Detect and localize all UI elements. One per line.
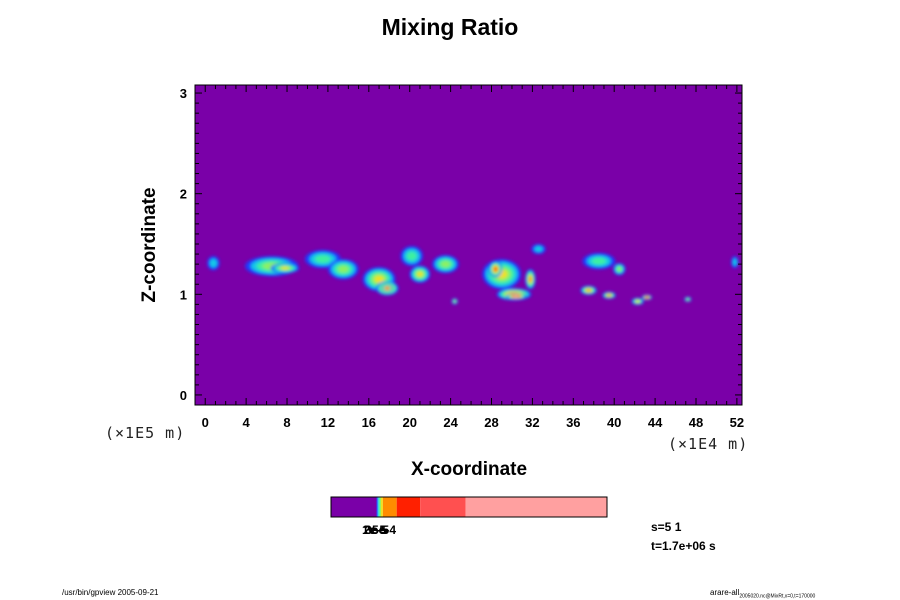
contour-level [686, 298, 690, 301]
contour-cell [613, 263, 626, 276]
contour-level [314, 255, 331, 264]
contour-cell [381, 284, 393, 292]
contour-level [732, 258, 738, 266]
x-tick-label: 40 [607, 415, 621, 430]
contour-cell [731, 256, 739, 269]
contour-cell [409, 265, 431, 283]
time-readout: t=1.7e+06 s [651, 539, 716, 553]
contour-cell [531, 243, 546, 255]
contour-cell [641, 294, 653, 300]
x-axis-label: X-coordinate [410, 459, 528, 480]
contour-cell [684, 296, 692, 302]
colorbar-segment [378, 497, 380, 517]
contour-cell [631, 297, 644, 305]
contour-level [586, 289, 591, 292]
contour-level [534, 245, 543, 253]
contour-level [645, 296, 649, 299]
y-tick-label: 0 [180, 388, 187, 403]
x-tick-label: 12 [321, 415, 335, 430]
x-tick-label: 48 [689, 415, 703, 430]
contour-level [453, 300, 457, 303]
x-unit-label: (×1E4 m) [668, 435, 749, 453]
contour-level [514, 295, 518, 298]
contour-cell [270, 263, 300, 274]
x-tick-label: 20 [402, 415, 416, 430]
colorbar-label: 1e-5 [362, 523, 387, 537]
tick-marks [194, 85, 742, 405]
x-tick-label: 4 [243, 415, 251, 430]
footer-source-main: arare-all [710, 588, 740, 597]
contour-level [280, 266, 290, 270]
footer-source-sub: 2005020.nc@MixRt,x=0,t=170000 [739, 593, 816, 600]
y-axis-label: Z-coordinate [139, 187, 160, 303]
contour-cell [488, 261, 503, 278]
contour-level [494, 267, 498, 271]
x-tick-label: 36 [566, 415, 580, 430]
x-tick-label: 28 [484, 415, 498, 430]
contour-cell [400, 246, 424, 267]
contour-cell [482, 259, 522, 290]
y-tick-label: 1 [180, 287, 187, 302]
footer-source: arare-all2005020.nc@MixRt,x=0,t=170000 [710, 588, 815, 600]
x-tick-label: 32 [525, 415, 539, 430]
x-tick-label: 8 [283, 415, 290, 430]
contour-cell [580, 285, 597, 295]
contour-cell [525, 269, 536, 290]
contour-level [617, 267, 622, 272]
contour-cell [451, 298, 458, 305]
contour-level [374, 275, 384, 283]
colorbar-segment [420, 497, 466, 517]
contour-cell [505, 293, 527, 300]
colorbar-label: 2e-5 [363, 523, 388, 537]
contour-level [607, 294, 611, 297]
contour-level [406, 251, 417, 261]
x-tick-label: 0 [202, 415, 209, 430]
contour-level [528, 276, 532, 282]
chart-title: Mixing Ratio [381, 14, 519, 40]
plot-frame [194, 84, 743, 406]
colorbar-segment [382, 497, 397, 517]
footer-command: /usr/bin/gpview 2005-09-21 [62, 588, 159, 597]
colorbar [330, 496, 608, 518]
colorbar-segment [376, 497, 378, 517]
y-tick-label: 3 [180, 86, 187, 101]
colorbar-label: 3e-5 [365, 523, 390, 537]
contour-level [385, 287, 389, 290]
colorbar-label: 5e-4 [372, 523, 397, 537]
contour-cell [207, 256, 220, 271]
x-tick-label: 44 [648, 415, 663, 430]
x-tick-label: 24 [443, 415, 458, 430]
colorbar-frame [330, 496, 608, 518]
colorbar-segment [379, 497, 381, 517]
z-unit-label: (×1E5 m) [105, 424, 186, 442]
contour-cell [582, 253, 616, 270]
contour-cell [327, 259, 359, 280]
contour-level [591, 257, 607, 265]
x-tick-label: 52 [730, 415, 744, 430]
x-tick-label: 16 [362, 415, 376, 430]
contour-cell [602, 291, 616, 299]
colorbar-segment [396, 497, 421, 517]
plot-background [195, 85, 742, 405]
colorbar-segment [380, 497, 383, 517]
contour-level [337, 265, 349, 273]
contour-level [209, 258, 218, 268]
contour-fill-group [207, 243, 739, 305]
contour-level [635, 300, 640, 303]
colorbar-segment [377, 497, 379, 517]
colorbar-segment [465, 497, 607, 517]
contour-level [417, 271, 423, 277]
y-tick-label: 2 [180, 187, 187, 202]
colorbar-segment [331, 497, 377, 517]
contour-cell [432, 255, 459, 274]
contour-level [440, 260, 451, 268]
step-readout: s=5 1 [651, 520, 682, 534]
